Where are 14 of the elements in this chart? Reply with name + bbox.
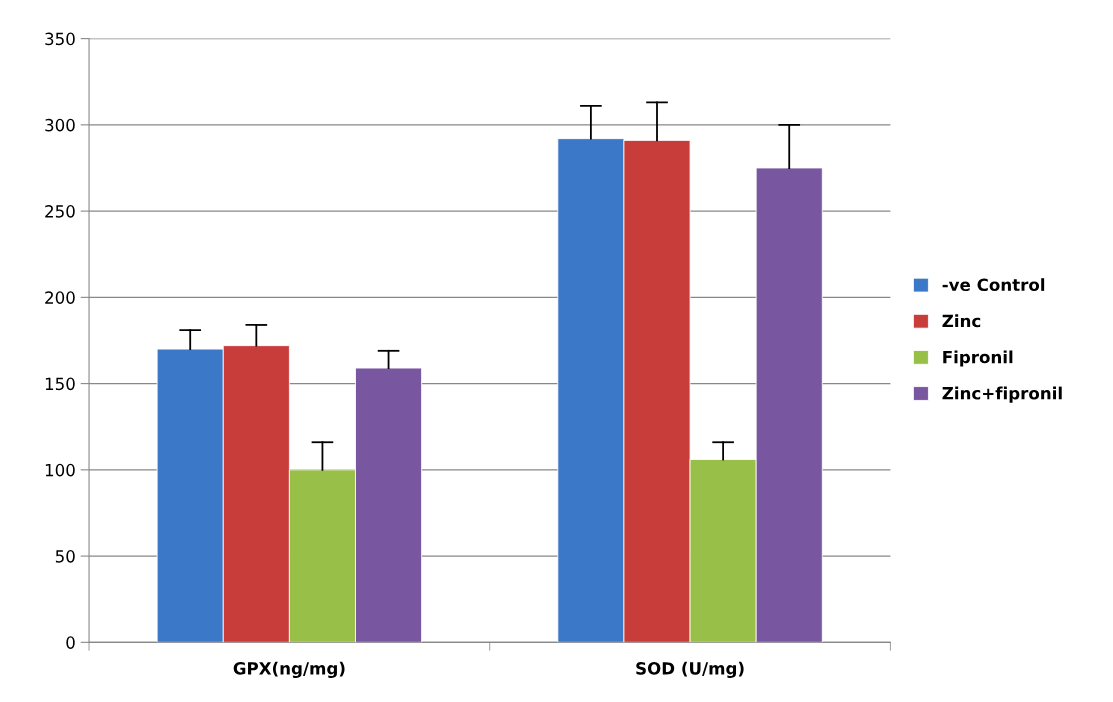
y-tick-label: 200 [45, 291, 75, 304]
y-tick-label: 250 [45, 205, 75, 218]
y-tick-label: 50 [55, 550, 75, 563]
y-tick-label: 150 [45, 377, 75, 391]
y-tick-label: 350 [45, 32, 75, 46]
legend-label: Fipronil [943, 350, 1013, 367]
y-tick-label: 100 [45, 463, 75, 477]
y-tick-label: 0 [66, 636, 75, 649]
legend-label: Zinc [942, 314, 981, 328]
legend-label: -ve Control [942, 278, 1045, 292]
x-tick-label: GPX(ng/mg) [233, 661, 345, 679]
legend-label: Zinc+fipronil [942, 386, 1062, 403]
y-tick-label: 300 [45, 118, 75, 132]
x-tick-label: SOD (U/mg) [636, 661, 744, 679]
